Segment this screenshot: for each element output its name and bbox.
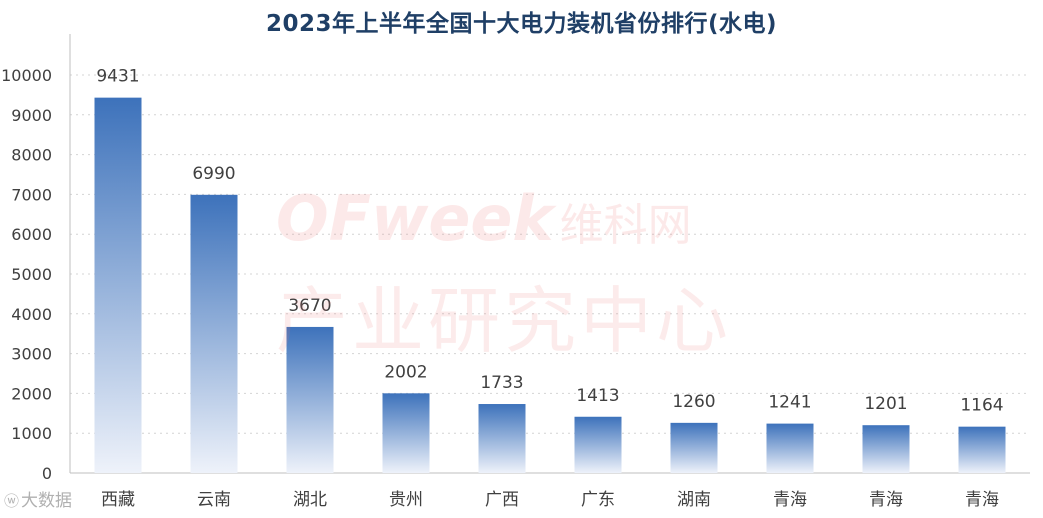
watermark-logo-text: OFweek	[276, 182, 554, 255]
x-tick-label: 西藏	[101, 490, 135, 510]
y-tick-label: 9000	[11, 106, 52, 125]
weibo-icon: ⓦ	[4, 492, 20, 510]
bar	[670, 422, 718, 473]
bar	[958, 426, 1006, 473]
bar	[574, 416, 622, 473]
x-tick-label: 青海	[965, 490, 999, 510]
data-label: 1260	[672, 392, 715, 412]
corner-watermark-text: 大数据	[21, 491, 73, 511]
x-tick-label: 湖北	[293, 490, 327, 510]
data-label: 9431	[96, 67, 139, 87]
data-label: 2002	[384, 362, 427, 382]
y-tick-label: 10000	[1, 66, 52, 85]
bar	[478, 404, 526, 473]
y-tick-label: 6000	[11, 225, 52, 244]
corner-watermark: ⓦ 大数据	[4, 486, 72, 511]
data-label: 1733	[480, 373, 523, 393]
bar	[286, 326, 334, 473]
data-label: 6990	[192, 164, 235, 184]
x-tick-label: 云南	[197, 490, 231, 510]
data-label: 1164	[960, 396, 1003, 416]
x-tick-label: 广西	[485, 490, 519, 510]
data-label: 1201	[864, 394, 907, 414]
bar	[94, 97, 142, 473]
y-tick-label: 1000	[11, 424, 52, 443]
data-label: 3670	[288, 296, 331, 316]
y-tick-label: 2000	[11, 384, 52, 403]
x-tick-label: 青海	[869, 490, 903, 510]
bar	[862, 425, 910, 473]
y-tick-label: 8000	[11, 146, 52, 165]
data-label: 1241	[768, 393, 811, 413]
watermark-logo: OFweek 维科网	[276, 182, 692, 255]
y-tick-label: 4000	[11, 305, 52, 324]
x-tick-label: 青海	[773, 490, 807, 510]
bar	[190, 194, 238, 473]
data-label: 1413	[576, 386, 619, 406]
watermark-logo-cn: 维科网	[559, 200, 692, 251]
y-tick-label: 7000	[11, 185, 52, 204]
y-tick-label: 3000	[11, 345, 52, 364]
x-tick-label: 湖南	[677, 490, 711, 510]
chart-title: 2023年上半年全国十大电力装机省份排行(水电)	[265, 11, 778, 37]
x-tick-label: 贵州	[389, 490, 423, 510]
x-tick-label: 广东	[581, 490, 615, 510]
bar	[382, 393, 430, 473]
y-tick-label: 5000	[11, 265, 52, 284]
y-tick-label: 0	[42, 464, 52, 483]
watermark-text: 产业研究中心	[276, 279, 733, 363]
bar	[766, 423, 814, 473]
